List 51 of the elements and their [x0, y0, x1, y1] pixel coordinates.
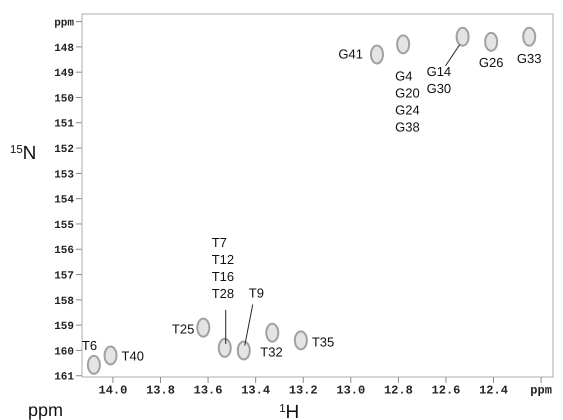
x-axis-title: $^{1}$H — [279, 402, 300, 420]
y-tick-label: 159 — [54, 321, 74, 334]
x-tick-label: 13.2 — [288, 384, 318, 398]
annotation: T25 — [172, 322, 194, 337]
y-tick-label: 148 — [54, 42, 74, 55]
point — [522, 26, 536, 47]
x-tick-label: 12.8 — [384, 384, 413, 398]
y-tick-label: 150 — [54, 93, 74, 106]
x-tick-label: 13.6 — [194, 384, 222, 398]
y-tick-label: 152 — [54, 144, 74, 156]
annotation: G33 — [516, 50, 542, 66]
annotation: T32 — [260, 344, 283, 360]
y-tick-label: 151 — [54, 118, 74, 131]
annotation: G4 G20 G24 G38 — [395, 68, 420, 134]
annotation: T9 — [248, 285, 264, 300]
point — [294, 330, 308, 350]
x-tick-label: 12.6 — [432, 384, 460, 398]
x-tick-label: 14.0 — [98, 384, 128, 398]
annotation: T7 T12 T16 T28 — [212, 234, 234, 301]
y-tick-label: 158 — [54, 296, 74, 308]
x-tick-label: 13.8 — [146, 384, 175, 398]
y-tick-label: 156 — [54, 245, 74, 258]
y-tick-label: 161 — [54, 372, 74, 384]
y-tick-label: 154 — [54, 194, 74, 207]
y-tick-label: ppm — [54, 17, 74, 30]
y-tick-label: 155 — [54, 220, 74, 232]
y-tick-label: 160 — [54, 346, 74, 358]
x-tick-label: 13.0 — [336, 384, 366, 398]
y-tick-label: 153 — [54, 169, 74, 182]
point — [265, 322, 280, 343]
point — [484, 32, 498, 52]
point — [196, 318, 210, 338]
x-tick-label: 12.4 — [479, 384, 508, 398]
x-tick-label: ppm — [530, 384, 552, 398]
annotation: G41 — [338, 46, 363, 62]
point — [396, 34, 410, 54]
annotation: T40 — [122, 348, 144, 364]
y-tick-label: 149 — [54, 68, 74, 80]
point — [236, 340, 251, 360]
point — [456, 26, 470, 47]
point — [218, 338, 232, 358]
annotation: T6 — [82, 338, 98, 353]
annotation: G14 G30 — [426, 64, 452, 96]
point — [370, 44, 384, 64]
point — [86, 354, 101, 375]
point — [104, 346, 118, 366]
y-axis-title: $^{15}$N — [10, 143, 36, 164]
annotation: G26 — [478, 54, 504, 70]
x-tick-label: 13.4 — [241, 384, 270, 398]
y-tick-label: 157 — [54, 270, 74, 282]
annotation: T35 — [312, 334, 334, 350]
